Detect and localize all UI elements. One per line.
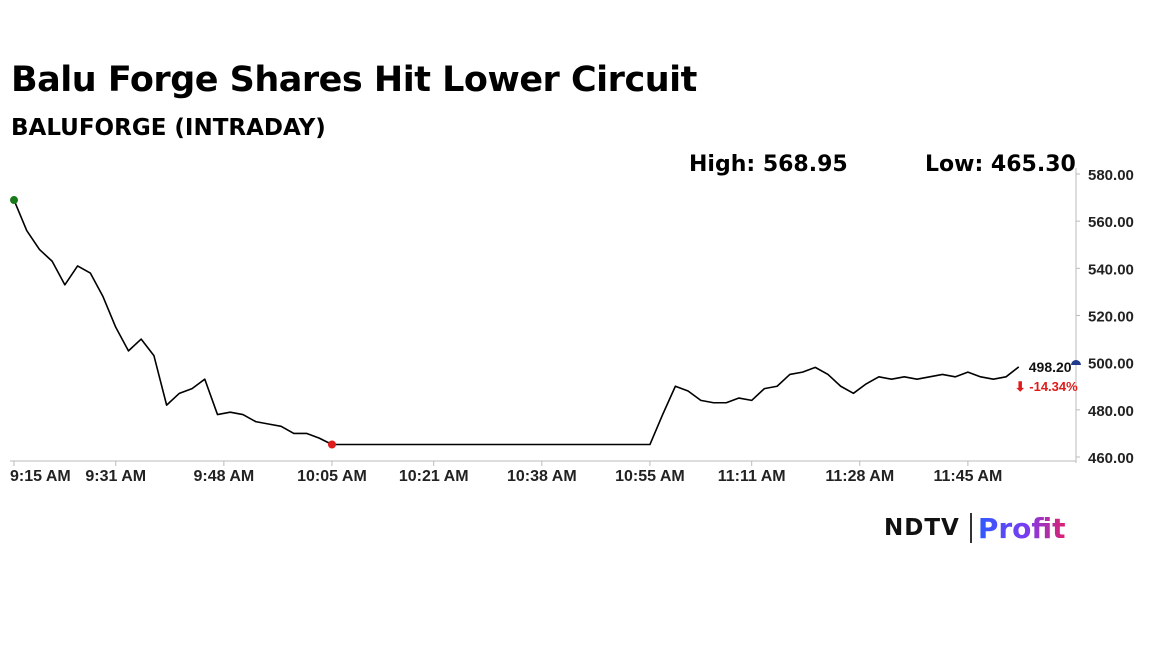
high-price-label: High: 568.95 bbox=[689, 152, 848, 177]
y-tick-label: 520.00 bbox=[1088, 309, 1134, 326]
chart-subtitle: BALUFORGE (INTRADAY) bbox=[11, 115, 326, 141]
plot-area: 498.20 ⬇ -14.34% bbox=[10, 196, 1081, 449]
last-price-label: 498.20 bbox=[1029, 359, 1072, 375]
y-tick-label: 560.00 bbox=[1088, 214, 1134, 231]
x-tick-label: 11:28 AM bbox=[825, 468, 894, 485]
last-price-marker bbox=[1071, 360, 1081, 366]
price-line bbox=[13, 199, 1020, 446]
chart-title: Balu Forge Shares Hit Lower Circuit bbox=[11, 60, 697, 100]
y-axis: 580.00 560.00 540.00 520.00 500.00 480.00 460.… bbox=[1075, 167, 1134, 467]
x-tick-label: 9:15 AM bbox=[10, 468, 71, 485]
x-tick-label: 10:38 AM bbox=[507, 468, 577, 485]
low-price-label: Low: 465.30 bbox=[925, 152, 1076, 177]
x-tick-label: 11:45 AM bbox=[934, 468, 1003, 485]
low-marker bbox=[327, 440, 336, 449]
x-tick-label: 10:05 AM bbox=[297, 468, 367, 485]
y-tick-label: 460.00 bbox=[1088, 450, 1134, 467]
logo-ndtv-text: NDTV bbox=[884, 515, 960, 541]
logo-divider bbox=[969, 513, 972, 543]
x-tick-label: 10:21 AM bbox=[399, 468, 469, 485]
ndtv-profit-logo: NDTV Profit bbox=[884, 510, 1066, 546]
x-tick-label: 9:48 AM bbox=[193, 468, 254, 485]
change-percent-label: ⬇ -14.34% bbox=[1015, 379, 1078, 394]
x-tick-label: 10:55 AM bbox=[615, 468, 685, 485]
x-axis: 9:15 AM 9:31 AM 9:48 AM 10:05 AM 10:21 AM 10:… bbox=[10, 460, 1076, 485]
y-tick-label: 540.00 bbox=[1088, 261, 1134, 278]
logo-profit-text: Profit bbox=[977, 511, 1066, 545]
x-tick-label: 9:31 AM bbox=[85, 468, 146, 485]
x-tick-label: 11:11 AM bbox=[718, 468, 786, 485]
high-marker bbox=[10, 196, 18, 205]
y-tick-label: 480.00 bbox=[1088, 403, 1134, 420]
y-tick-label: 580.00 bbox=[1088, 167, 1134, 184]
y-tick-label: 500.00 bbox=[1088, 356, 1134, 373]
